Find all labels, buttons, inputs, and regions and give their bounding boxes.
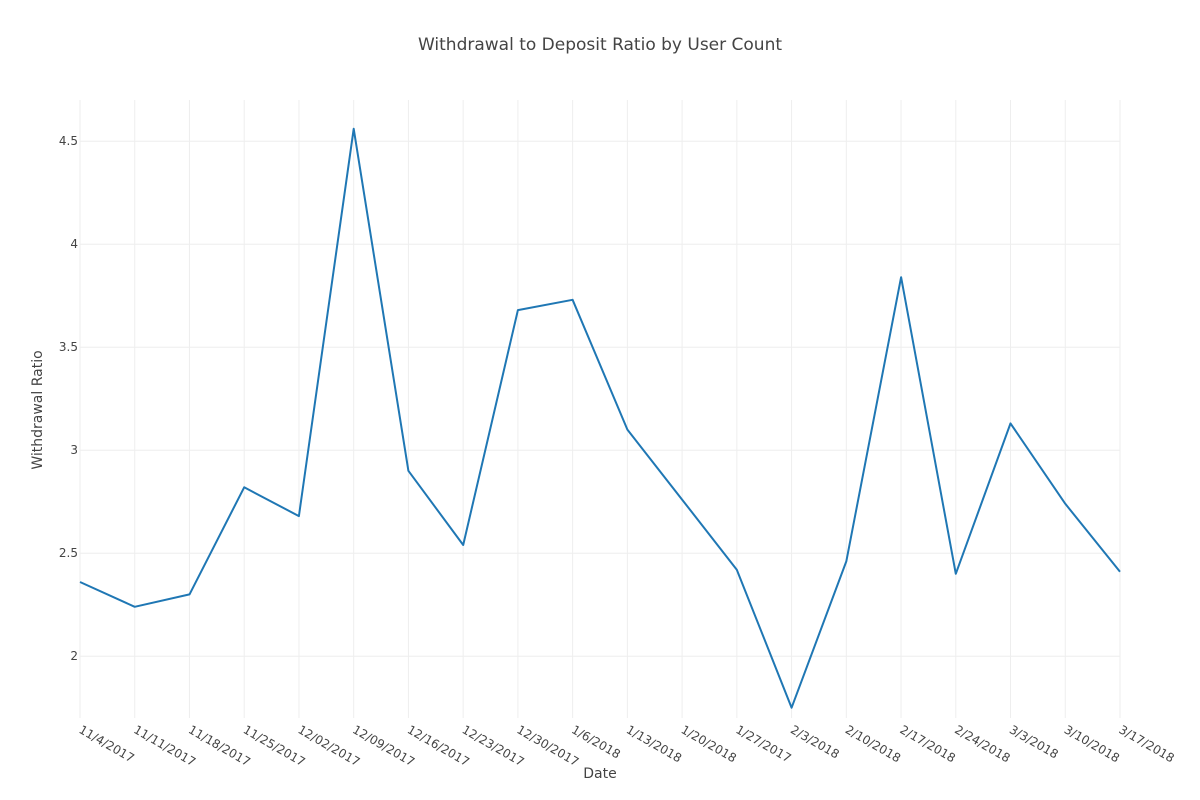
x-tick-label: 1/27/2017 xyxy=(733,722,793,765)
series-layer xyxy=(79,127,1121,709)
x-tick-label: 3/10/2018 xyxy=(1062,722,1122,765)
x-tick-label: 3/3/2018 xyxy=(1007,722,1061,761)
y-axis-ticks: 2 2.5 3 3.5 4 4.5 xyxy=(59,134,78,663)
x-tick-label: 2/10/2018 xyxy=(843,722,903,765)
y-tick-label: 2.5 xyxy=(59,546,78,560)
x-axis-ticks: 11/4/201711/11/201711/18/201711/25/20171… xyxy=(77,722,1177,769)
y-axis-label: Withdrawal Ratio xyxy=(30,350,46,469)
x-tick-label: 2/24/2018 xyxy=(952,722,1012,765)
y-tick-label: 4.5 xyxy=(59,134,78,148)
x-tick-label: 2/17/2018 xyxy=(898,722,958,765)
x-tick-label: 1/20/2018 xyxy=(679,722,739,765)
y-tick-label: 3.5 xyxy=(59,340,78,354)
series-line xyxy=(79,127,1121,709)
y-tick-label: 3 xyxy=(70,443,78,457)
x-axis-label: Date xyxy=(583,766,616,782)
x-tick-label: 1/13/2018 xyxy=(624,722,684,765)
chart-title: Withdrawal to Deposit Ratio by User Coun… xyxy=(418,35,782,55)
x-tick-label: 11/4/2017 xyxy=(77,722,137,765)
x-tick-label: 3/17/2018 xyxy=(1117,722,1177,765)
y-tick-label: 4 xyxy=(70,237,78,251)
grid xyxy=(79,100,1121,718)
y-tick-label: 2 xyxy=(70,649,78,663)
x-tick-label: 2/3/2018 xyxy=(788,722,842,761)
